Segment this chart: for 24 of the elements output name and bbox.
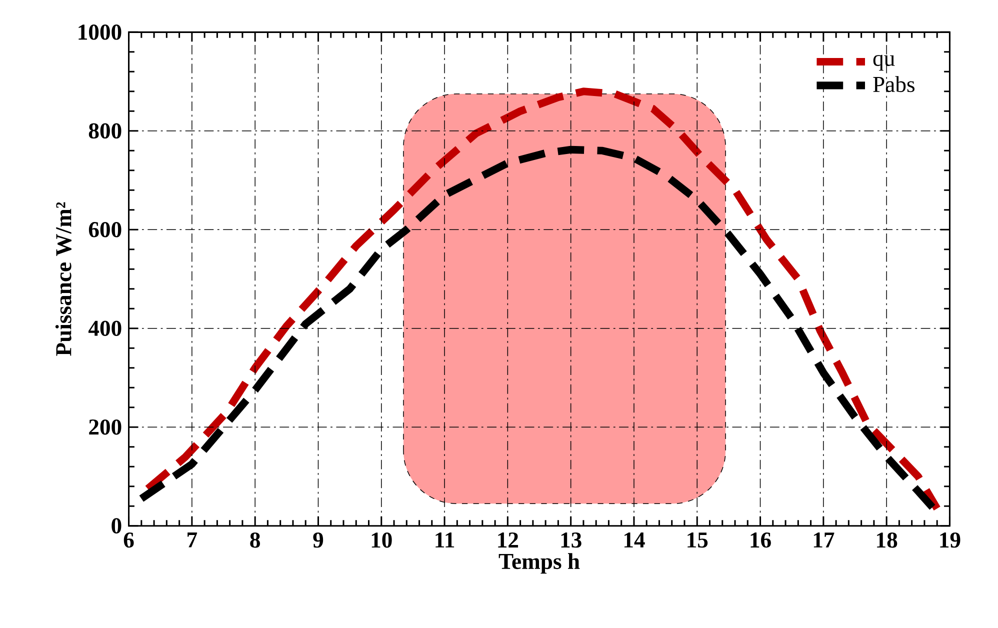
x-tick-label: 8 — [250, 532, 260, 548]
x-tick-label: 13 — [561, 532, 582, 548]
x-tick-label: 12 — [498, 532, 518, 548]
x-tick-label: 16 — [750, 532, 771, 548]
x-tick-label: 18 — [877, 532, 898, 548]
x-tick-label: 15 — [688, 532, 708, 548]
x-tick-label: 11 — [436, 532, 454, 548]
x-axis-title: Temps h — [498, 553, 580, 574]
y-tick-label: 0 — [112, 518, 122, 534]
y-tick-label: 200 — [89, 420, 122, 435]
x-tick-label: 17 — [814, 532, 834, 548]
legend-label: Pabs — [873, 76, 914, 92]
legend-label: qu — [873, 55, 895, 71]
y-tick-label: 400 — [88, 320, 122, 336]
x-tick-label: 19 — [940, 532, 960, 548]
y-axis-title: Puissance W/m² — [55, 202, 72, 356]
x-tick-label: 10 — [372, 532, 392, 548]
y-tick-label: 1000 — [78, 24, 122, 40]
x-tick-label: 14 — [624, 532, 645, 548]
x-tick-label: 7 — [188, 532, 198, 548]
y-tick-label: 800 — [88, 123, 122, 139]
y-tick-label: 600 — [88, 222, 122, 238]
x-tick-label: 6 — [124, 532, 134, 548]
x-tick-label: 9 — [313, 532, 324, 548]
